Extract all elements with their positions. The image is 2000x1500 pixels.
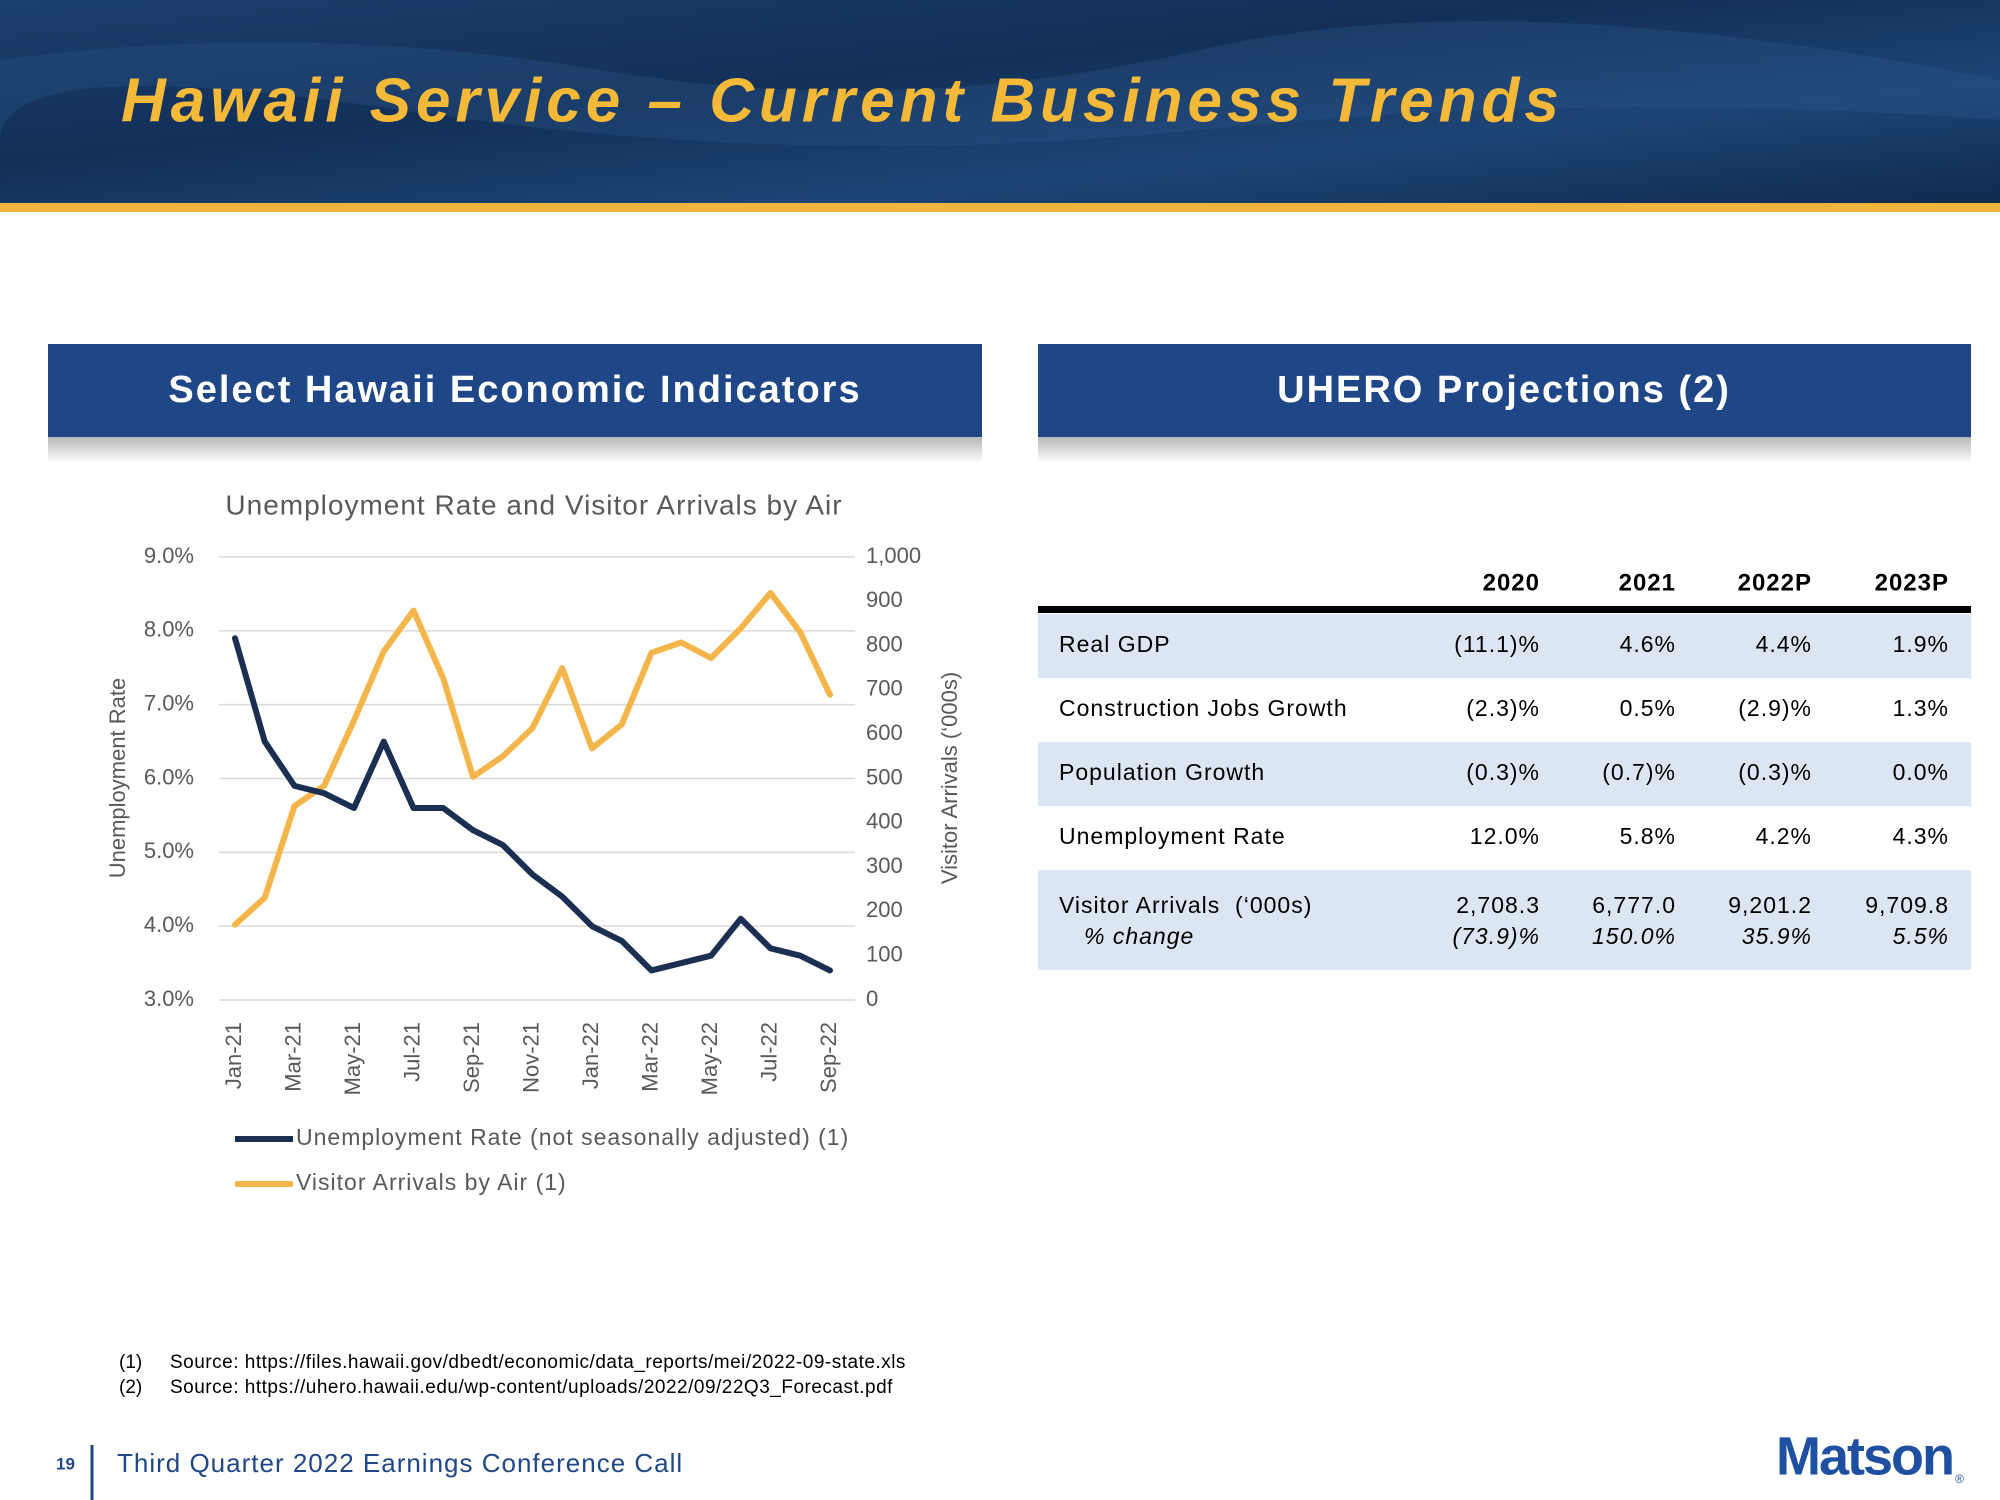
header-wave	[0, 21, 2000, 147]
row-label: Construction Jobs Growth	[1059, 695, 1348, 721]
column-header: 2023P	[1875, 569, 1949, 596]
footnote-text: Source: https://uhero.hawaii.edu/wp-cont…	[170, 1377, 893, 1398]
footnote-marker: (2)	[119, 1377, 142, 1398]
row-sublabel: % change	[1084, 923, 1194, 949]
footer-text: Third Quarter 2022 Earnings Conference C…	[117, 1448, 683, 1478]
panel-title: UHERO Projections (2)	[1277, 369, 1731, 411]
y2-tick-label: 600	[866, 720, 903, 745]
cell: 0.5%	[1620, 695, 1676, 721]
series-line	[232, 589, 833, 928]
y2-tick-label: 100	[866, 942, 903, 967]
panel-header	[48, 344, 982, 437]
panel-shadow	[1038, 437, 1971, 463]
header-rule	[0, 203, 2000, 212]
cell: 35.9%	[1742, 923, 1812, 949]
table-rule	[1038, 606, 1971, 613]
x-tick-label: Jul-22	[756, 1022, 781, 1082]
x-tick-label: Jul-21	[399, 1022, 424, 1082]
panel-shadow	[48, 437, 982, 463]
cell: (73.9)%	[1452, 923, 1540, 949]
cell: (11.1)%	[1454, 631, 1540, 657]
cell: 1.9%	[1893, 631, 1949, 657]
cell: 0.0%	[1893, 759, 1949, 785]
x-tick-label: Jan-22	[578, 1022, 603, 1089]
y2-tick-label: 500	[866, 764, 903, 789]
x-tick-label: Sep-22	[816, 1022, 841, 1093]
legend-label: Unemployment Rate (not seasonally adjust…	[296, 1124, 849, 1150]
y2-tick-label: 900	[866, 587, 903, 612]
x-tick-label: May-21	[340, 1022, 365, 1095]
y-tick-label: 4.0%	[144, 912, 194, 937]
cell: (0.3)%	[1466, 759, 1540, 785]
x-tick-label: Nov-21	[518, 1022, 543, 1093]
y2-tick-label: 700	[866, 676, 903, 701]
x-tick-label: Mar-22	[637, 1022, 662, 1092]
cell: 9,709.8	[1865, 892, 1949, 918]
row-band	[1038, 870, 1971, 970]
series-line	[232, 635, 833, 974]
y2-axis-title: Visitor Arrivals (‘000s)	[937, 672, 962, 884]
cell: 4.2%	[1756, 823, 1812, 849]
x-tick-label: May-22	[697, 1022, 722, 1095]
y-tick-label: 5.0%	[144, 838, 194, 863]
cell: (0.7)%	[1602, 759, 1676, 785]
y-tick-label: 7.0%	[144, 690, 194, 715]
row-band	[1038, 614, 1971, 678]
cell: 9,201.2	[1728, 892, 1812, 918]
y-tick-label: 9.0%	[144, 543, 194, 568]
cell: (2.3)%	[1466, 695, 1540, 721]
y2-tick-label: 400	[866, 809, 903, 834]
logo-mark: ®	[1955, 1472, 1964, 1486]
chart-title: Unemployment Rate and Visitor Arrivals b…	[225, 489, 842, 520]
footnote-marker: (1)	[119, 1352, 142, 1373]
logo: Matson	[1776, 1426, 1953, 1486]
cell: 5.8%	[1620, 823, 1676, 849]
y-tick-label: 3.0%	[144, 986, 194, 1011]
row-label: Real GDP	[1059, 631, 1171, 657]
column-header: 2021	[1619, 569, 1676, 596]
header-band	[0, 0, 2000, 205]
page-number: 19	[56, 1454, 75, 1473]
cell: 2,708.3	[1456, 892, 1540, 918]
x-tick-label: Mar-21	[280, 1022, 305, 1092]
cell: 5.5%	[1893, 923, 1949, 949]
cell: 4.4%	[1756, 631, 1812, 657]
slide-title: Hawaii Service – Current Business Trends	[121, 66, 1564, 135]
y-tick-label: 8.0%	[144, 617, 194, 642]
row-label: Visitor Arrivals (‘000s)	[1059, 892, 1312, 918]
y-axis-title: Unemployment Rate	[105, 678, 130, 879]
row-label: Population Growth	[1059, 759, 1265, 785]
cell: (2.9)%	[1738, 695, 1812, 721]
cell: 6,777.0	[1592, 892, 1676, 918]
panel-header	[1038, 344, 1971, 437]
legend-label: Visitor Arrivals by Air (1)	[296, 1169, 567, 1195]
y2-tick-label: 300	[866, 853, 903, 878]
cell: 1.3%	[1893, 695, 1949, 721]
row-label: Unemployment Rate	[1059, 823, 1286, 849]
x-tick-label: Jan-21	[221, 1022, 246, 1089]
column-header: 2020	[1483, 569, 1540, 596]
y2-tick-label: 0	[866, 986, 878, 1011]
panel-title: Select Hawaii Economic Indicators	[168, 369, 861, 411]
footnote-text: Source: https://files.hawaii.gov/dbedt/e…	[170, 1352, 906, 1373]
y2-tick-label: 800	[866, 631, 903, 656]
y2-tick-label: 200	[866, 897, 903, 922]
cell: 4.3%	[1893, 823, 1949, 849]
x-tick-label: Sep-21	[459, 1022, 484, 1093]
y2-tick-label: 1,000	[866, 543, 921, 568]
column-header: 2022P	[1738, 569, 1812, 596]
cell: 12.0%	[1470, 823, 1540, 849]
y-tick-label: 6.0%	[144, 764, 194, 789]
cell: 150.0%	[1592, 923, 1676, 949]
cell: (0.3)%	[1738, 759, 1812, 785]
row-band	[1038, 742, 1971, 806]
cell: 4.6%	[1620, 631, 1676, 657]
